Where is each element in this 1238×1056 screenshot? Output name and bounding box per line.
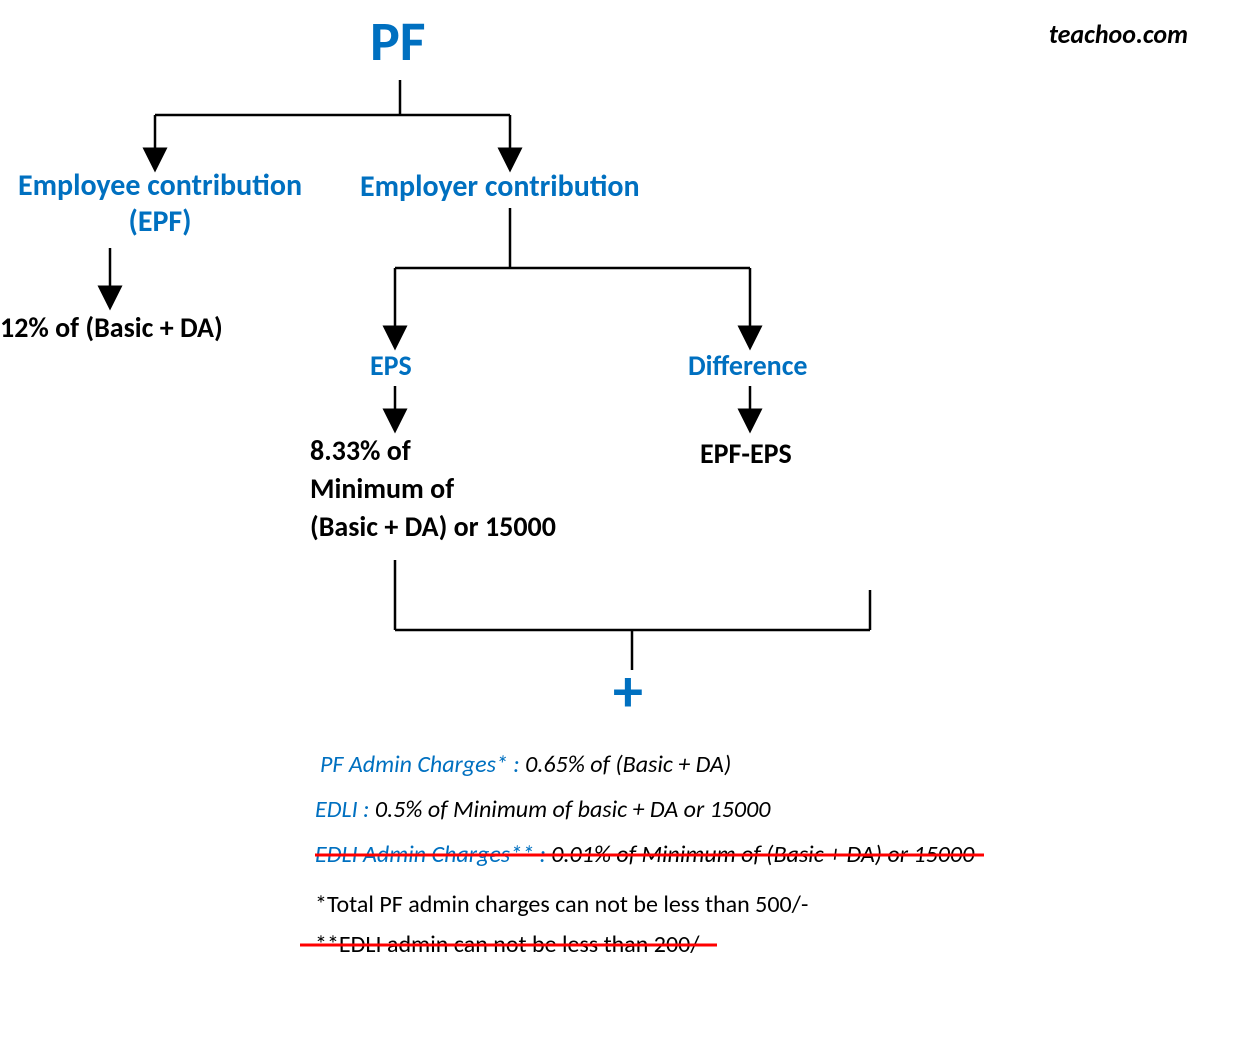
connector-employer-split [0, 208, 1238, 358]
eps-value-line2: Minimum of [310, 470, 556, 508]
connector-difference-down [0, 386, 900, 436]
footnote-note2-text: **EDLI admin can not be less than 200/- [315, 930, 707, 959]
node-employer-contribution: Employer contribution [360, 168, 640, 205]
eps-value-line1: 8.33% of [310, 432, 556, 470]
footnote-edli-admin: EDLI Admin Charges** : 0.01% of Minimum … [315, 840, 984, 869]
node-eps: EPS [370, 348, 412, 383]
footnote-pf-admin-value: 0.65% of (Basic + DA) [525, 750, 731, 779]
footnote-edli-label: EDLI : [315, 795, 375, 824]
footnote-note2: **EDLI admin can not be less than 200/- [300, 930, 717, 959]
connector-pf-split [0, 80, 1238, 180]
node-difference-value: EPF-EPS [700, 436, 792, 471]
node-difference: Difference [688, 348, 808, 383]
footnote-pf-admin-label: PF Admin Charges* : [320, 750, 525, 779]
employee-line1: Employee contribution [0, 168, 320, 204]
footnote-edli-value: 0.5% of Minimum of basic + DA or 15000 [375, 795, 771, 824]
root-node-pf: PF [370, 8, 426, 76]
node-eps-value: 8.33% of Minimum of (Basic + DA) or 1500… [310, 432, 556, 545]
footnote-pf-admin: PF Admin Charges* : 0.65% of (Basic + DA… [320, 750, 731, 779]
plus-symbol: + [613, 655, 643, 728]
watermark: teachoo.com [1049, 18, 1188, 50]
eps-value-line3: (Basic + DA) or 15000 [310, 508, 556, 546]
footnote-edli-admin-label: EDLI Admin Charges** : [315, 840, 551, 869]
footnote-edli-admin-value: 0.01% of Minimum of (Basic + DA) or 1500… [551, 840, 974, 869]
footnote-note1: *Total PF admin charges can not be less … [315, 890, 808, 919]
footnote-edli: EDLI : 0.5% of Minimum of basic + DA or … [315, 795, 770, 824]
